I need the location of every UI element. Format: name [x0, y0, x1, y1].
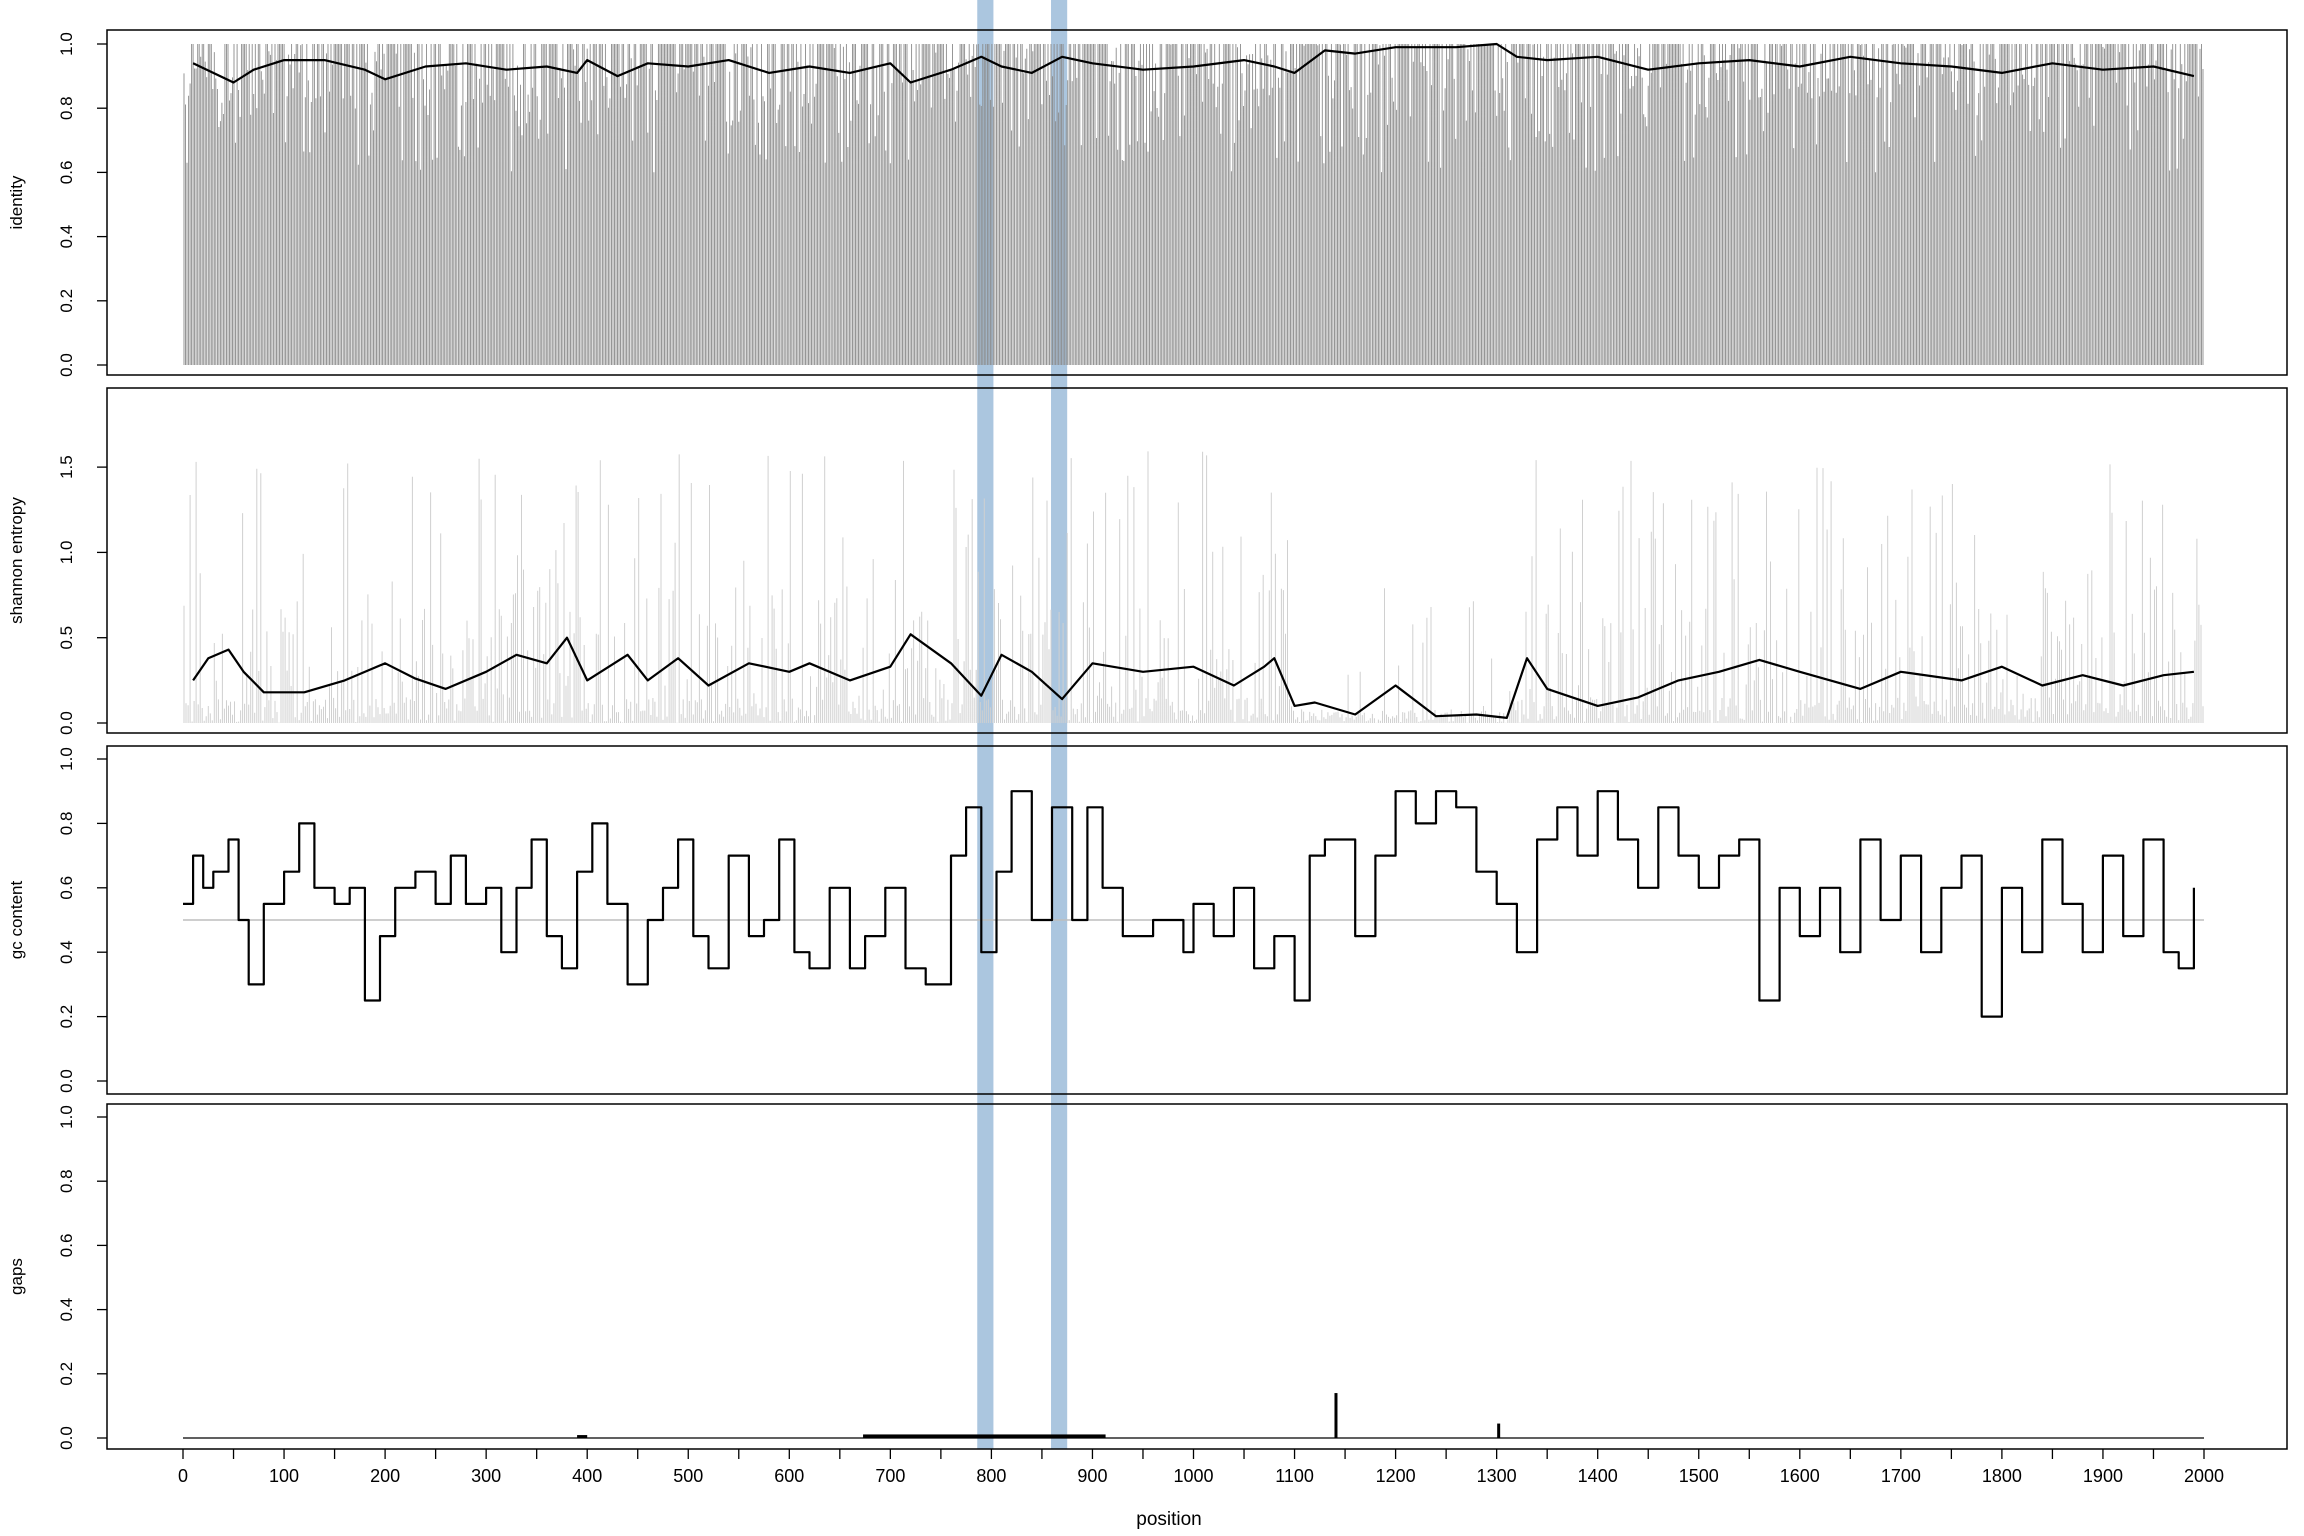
smoothed-series-gc [183, 790, 2195, 1018]
y-tick-label-gc: 0.4 [57, 940, 76, 964]
x-axis: 0 100 200 300 400 500 600 700 800 900 1000 1100 1200… [178, 1449, 2224, 1486]
x-tick-label: 1300 [1477, 1466, 1517, 1486]
x-tick-label: 1100 [1275, 1466, 1314, 1486]
y-tick-label-identity: 0.4 [57, 225, 76, 249]
panel-frame-gc [106, 745, 2288, 1095]
panel-entropy: 0.0 0.5 1.0 1.5 shannon entropy [7, 387, 2288, 735]
x-tick-label: 2000 [2184, 1466, 2224, 1486]
gap-marks [183, 1393, 2204, 1439]
x-tick-label: 700 [875, 1466, 905, 1486]
y-tick-label-gaps: 0.4 [57, 1298, 76, 1322]
y-tick-label-gaps: 0.2 [57, 1362, 76, 1386]
panel-frame-entropy [106, 387, 2288, 734]
x-tick-label: 0 [178, 1466, 188, 1486]
y-tick-label-entropy: 1.5 [57, 455, 76, 479]
smoothed-line-gc [183, 790, 2195, 1018]
y-tick-label-gaps: 0.6 [57, 1234, 76, 1258]
x-tick-label: 1200 [1376, 1466, 1416, 1486]
y-axis-label-gc: gc content [7, 881, 26, 960]
panel-gc: 0.0 0.2 0.4 0.6 0.8 1.0 gc content [7, 745, 2288, 1095]
y-axis-identity: 0.0 0.2 0.4 0.6 0.8 1.0 [57, 32, 107, 377]
panel-identity: 0.0 0.2 0.4 0.6 0.8 1.0 identity [7, 29, 2288, 377]
x-axis-label: position [1136, 1509, 1202, 1530]
raw-bars-identity [183, 44, 2204, 365]
x-tick-label: 1900 [2083, 1466, 2123, 1486]
panel-frame-identity [106, 29, 2288, 376]
y-tick-label-identity: 0.0 [57, 353, 76, 377]
y-axis-gc: 0.0 0.2 0.4 0.6 0.8 1.0 [57, 747, 107, 1093]
y-axis-gaps: 0.0 0.2 0.4 0.6 0.8 1.0 [57, 1105, 107, 1450]
smoothed-line-identity [192, 42, 2195, 84]
x-tick-label: 300 [471, 1466, 501, 1486]
panel-gaps: 0.0 0.2 0.4 0.6 0.8 1.0 gaps [7, 1103, 2288, 1450]
x-tick-label: 900 [1077, 1466, 1107, 1486]
y-tick-label-gaps: 0.0 [57, 1426, 76, 1450]
y-tick-label-gaps: 1.0 [57, 1105, 76, 1129]
y-tick-label-identity: 0.8 [57, 96, 76, 120]
y-tick-label-entropy: 1.0 [57, 541, 76, 565]
entropy-bar-series [183, 451, 2204, 723]
y-tick-label-gc: 0.2 [57, 1005, 76, 1029]
x-tick-label: 800 [976, 1466, 1006, 1486]
x-tick-label: 1700 [1881, 1466, 1921, 1486]
x-tick-label: 200 [370, 1466, 400, 1486]
y-tick-label-entropy: 0.0 [57, 711, 76, 735]
panel-frame-gaps [106, 1103, 2288, 1450]
x-tick-label: 1400 [1578, 1466, 1618, 1486]
gap-segment-1 [577, 1435, 588, 1439]
x-tick-label: 1800 [1982, 1466, 2022, 1486]
x-tick-label: 1600 [1780, 1466, 1820, 1486]
x-tick-label: 1500 [1679, 1466, 1719, 1486]
smoothed-line-entropy [192, 633, 2195, 719]
y-tick-label-gc: 0.0 [57, 1069, 76, 1093]
gap-segment-2 [863, 1434, 1106, 1438]
y-tick-label-gc: 1.0 [57, 747, 76, 771]
identity-bar-series [183, 44, 2204, 365]
x-tick-label: 100 [269, 1466, 299, 1486]
y-tick-label-gc: 0.6 [57, 876, 76, 900]
y-tick-label-identity: 0.2 [57, 289, 76, 313]
y-tick-label-identity: 0.6 [57, 161, 76, 185]
y-axis-label-gaps: gaps [7, 1258, 26, 1295]
y-tick-label-gaps: 0.8 [57, 1169, 76, 1193]
y-axis-label-entropy: shannon entropy [7, 497, 26, 624]
y-tick-label-identity: 1.0 [57, 32, 76, 56]
x-tick-label: 1000 [1173, 1466, 1213, 1486]
raw-bars-entropy [183, 451, 2204, 723]
smoothed-series-entropy [192, 633, 2195, 719]
smoothed-series-identity [192, 42, 2195, 84]
x-tick-label: 500 [673, 1466, 703, 1486]
y-axis-entropy: 0.0 0.5 1.0 1.5 [57, 455, 107, 735]
y-tick-label-gc: 0.8 [57, 812, 76, 836]
y-axis-label-identity: identity [7, 175, 26, 229]
x-tick-label: 400 [572, 1466, 602, 1486]
x-tick-label: 600 [774, 1466, 804, 1486]
y-tick-label-entropy: 0.5 [57, 626, 76, 650]
